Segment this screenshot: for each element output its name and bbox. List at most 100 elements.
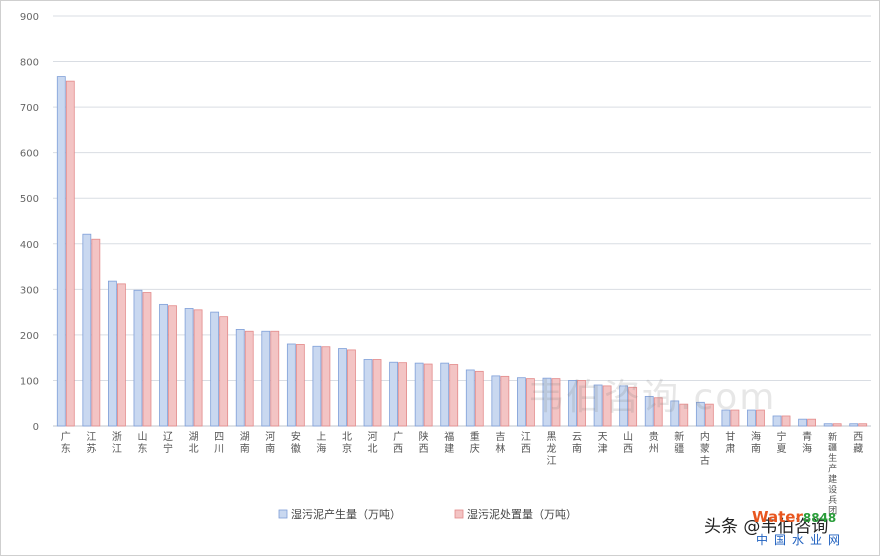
x-tick-label: 贵州	[649, 430, 659, 455]
bar-disposal	[551, 378, 561, 427]
x-tick-label: 福建	[444, 430, 454, 455]
bar-disposal	[781, 415, 791, 427]
bar-production	[670, 400, 680, 427]
bar-production	[644, 395, 654, 427]
x-tick-label: 广西	[393, 431, 403, 455]
x-tick-label: 黑龙江	[546, 431, 556, 467]
bar-disposal	[372, 359, 382, 427]
bar-disposal	[832, 423, 842, 427]
x-tick-label: 山东	[137, 431, 147, 455]
bar-production	[747, 409, 756, 427]
bar-disposal	[577, 380, 586, 427]
bar-disposal	[704, 403, 714, 427]
legend-label: 湿污泥产生量（万吨）	[291, 507, 401, 521]
bar-disposal	[321, 346, 331, 427]
x-tick-label: 安徽	[291, 430, 301, 455]
bar-disposal	[653, 397, 663, 427]
x-tick-label: 江苏	[86, 431, 96, 455]
x-tick-label: 新疆生产建设兵团	[828, 431, 837, 517]
x-tick-label: 青海	[802, 430, 812, 455]
bar-production	[695, 401, 705, 427]
bar-production	[184, 308, 194, 427]
bar-production	[772, 415, 782, 427]
brand-word: Water	[752, 508, 803, 526]
x-tick-label: 江西	[521, 431, 531, 455]
legend-label: 湿污泥处置量（万吨）	[467, 508, 577, 521]
x-tick-label: 湖南	[240, 431, 250, 455]
x-tick-label: 四川	[214, 432, 224, 455]
bar-production	[721, 409, 731, 427]
watermark-text: 韦伯咨询.com	[528, 377, 777, 418]
bar-production	[414, 362, 424, 427]
x-tick-label: 广东	[61, 431, 71, 455]
bar-disposal	[193, 309, 203, 427]
bar-disposal	[474, 370, 484, 427]
x-tick-label: 重庆	[470, 430, 480, 455]
y-tick-label: 900	[20, 12, 39, 23]
x-tick-label: 宁夏	[777, 430, 787, 455]
bar-disposal	[679, 403, 689, 427]
bar-disposal	[398, 362, 407, 427]
bar-disposal	[449, 364, 459, 427]
brand-chinese: 中国水业网	[756, 533, 847, 547]
bar-disposal	[91, 238, 101, 427]
x-tick-label: 陕西	[419, 430, 429, 455]
y-tick-label: 500	[20, 194, 39, 205]
bar-disposal	[756, 409, 765, 427]
bar-disposal	[628, 386, 638, 427]
bar-disposal	[730, 409, 740, 427]
bar-production	[517, 377, 526, 427]
bar-disposal	[500, 375, 510, 427]
x-tick-label: 天津	[598, 432, 608, 455]
bar-production	[491, 375, 501, 427]
bar-disposal	[602, 385, 612, 427]
bar-production	[619, 385, 629, 427]
brand-number: 8848	[802, 511, 837, 525]
bar-production	[210, 311, 220, 427]
bar-production	[542, 377, 552, 427]
x-tick-label: 甘肃	[725, 430, 735, 455]
bar-disposal	[117, 283, 126, 427]
bar-production	[849, 423, 859, 427]
bar-production	[235, 329, 245, 427]
x-tick-label: 北京	[342, 431, 352, 455]
y-tick-label: 300	[20, 285, 39, 296]
y-tick-label: 800	[20, 58, 39, 69]
bar-production	[159, 303, 168, 427]
bar-production	[56, 76, 66, 427]
x-tick-label: 浙江	[112, 431, 122, 455]
x-tick-label: 河南	[265, 431, 275, 455]
bar-disposal	[219, 316, 229, 427]
bar-production	[593, 384, 603, 427]
bar-disposal	[423, 363, 433, 427]
bar-production	[82, 233, 92, 427]
bar-disposal	[347, 349, 356, 427]
x-tick-label: 海南	[751, 430, 761, 455]
bar-production	[440, 362, 450, 427]
bar-disposal	[270, 330, 280, 427]
bar-production	[286, 343, 296, 427]
water8848-logo: Water8848	[752, 508, 836, 526]
bar-disposal	[65, 80, 75, 427]
bar-disposal	[807, 418, 816, 427]
x-tick-label: 吉林	[495, 431, 505, 455]
bar-disposal	[858, 423, 868, 427]
bar-disposal	[142, 292, 152, 427]
y-tick-label: 200	[20, 331, 39, 342]
x-tick-label: 上海	[316, 431, 326, 455]
y-tick-label: 100	[20, 376, 39, 387]
x-tick-label: 湖北	[189, 431, 199, 455]
bar-production	[568, 380, 577, 427]
bar-production	[389, 361, 398, 427]
bar-production	[133, 289, 143, 427]
bar-disposal	[168, 305, 177, 427]
bar-production	[108, 280, 117, 427]
toutiao-credit: 头条 @韦伯咨询	[704, 517, 829, 537]
bar-disposal	[244, 330, 254, 427]
x-tick-label: 山西	[623, 431, 633, 455]
x-tick-label: 西藏	[853, 432, 863, 455]
bar-production	[798, 418, 807, 427]
bar-production	[261, 330, 271, 427]
